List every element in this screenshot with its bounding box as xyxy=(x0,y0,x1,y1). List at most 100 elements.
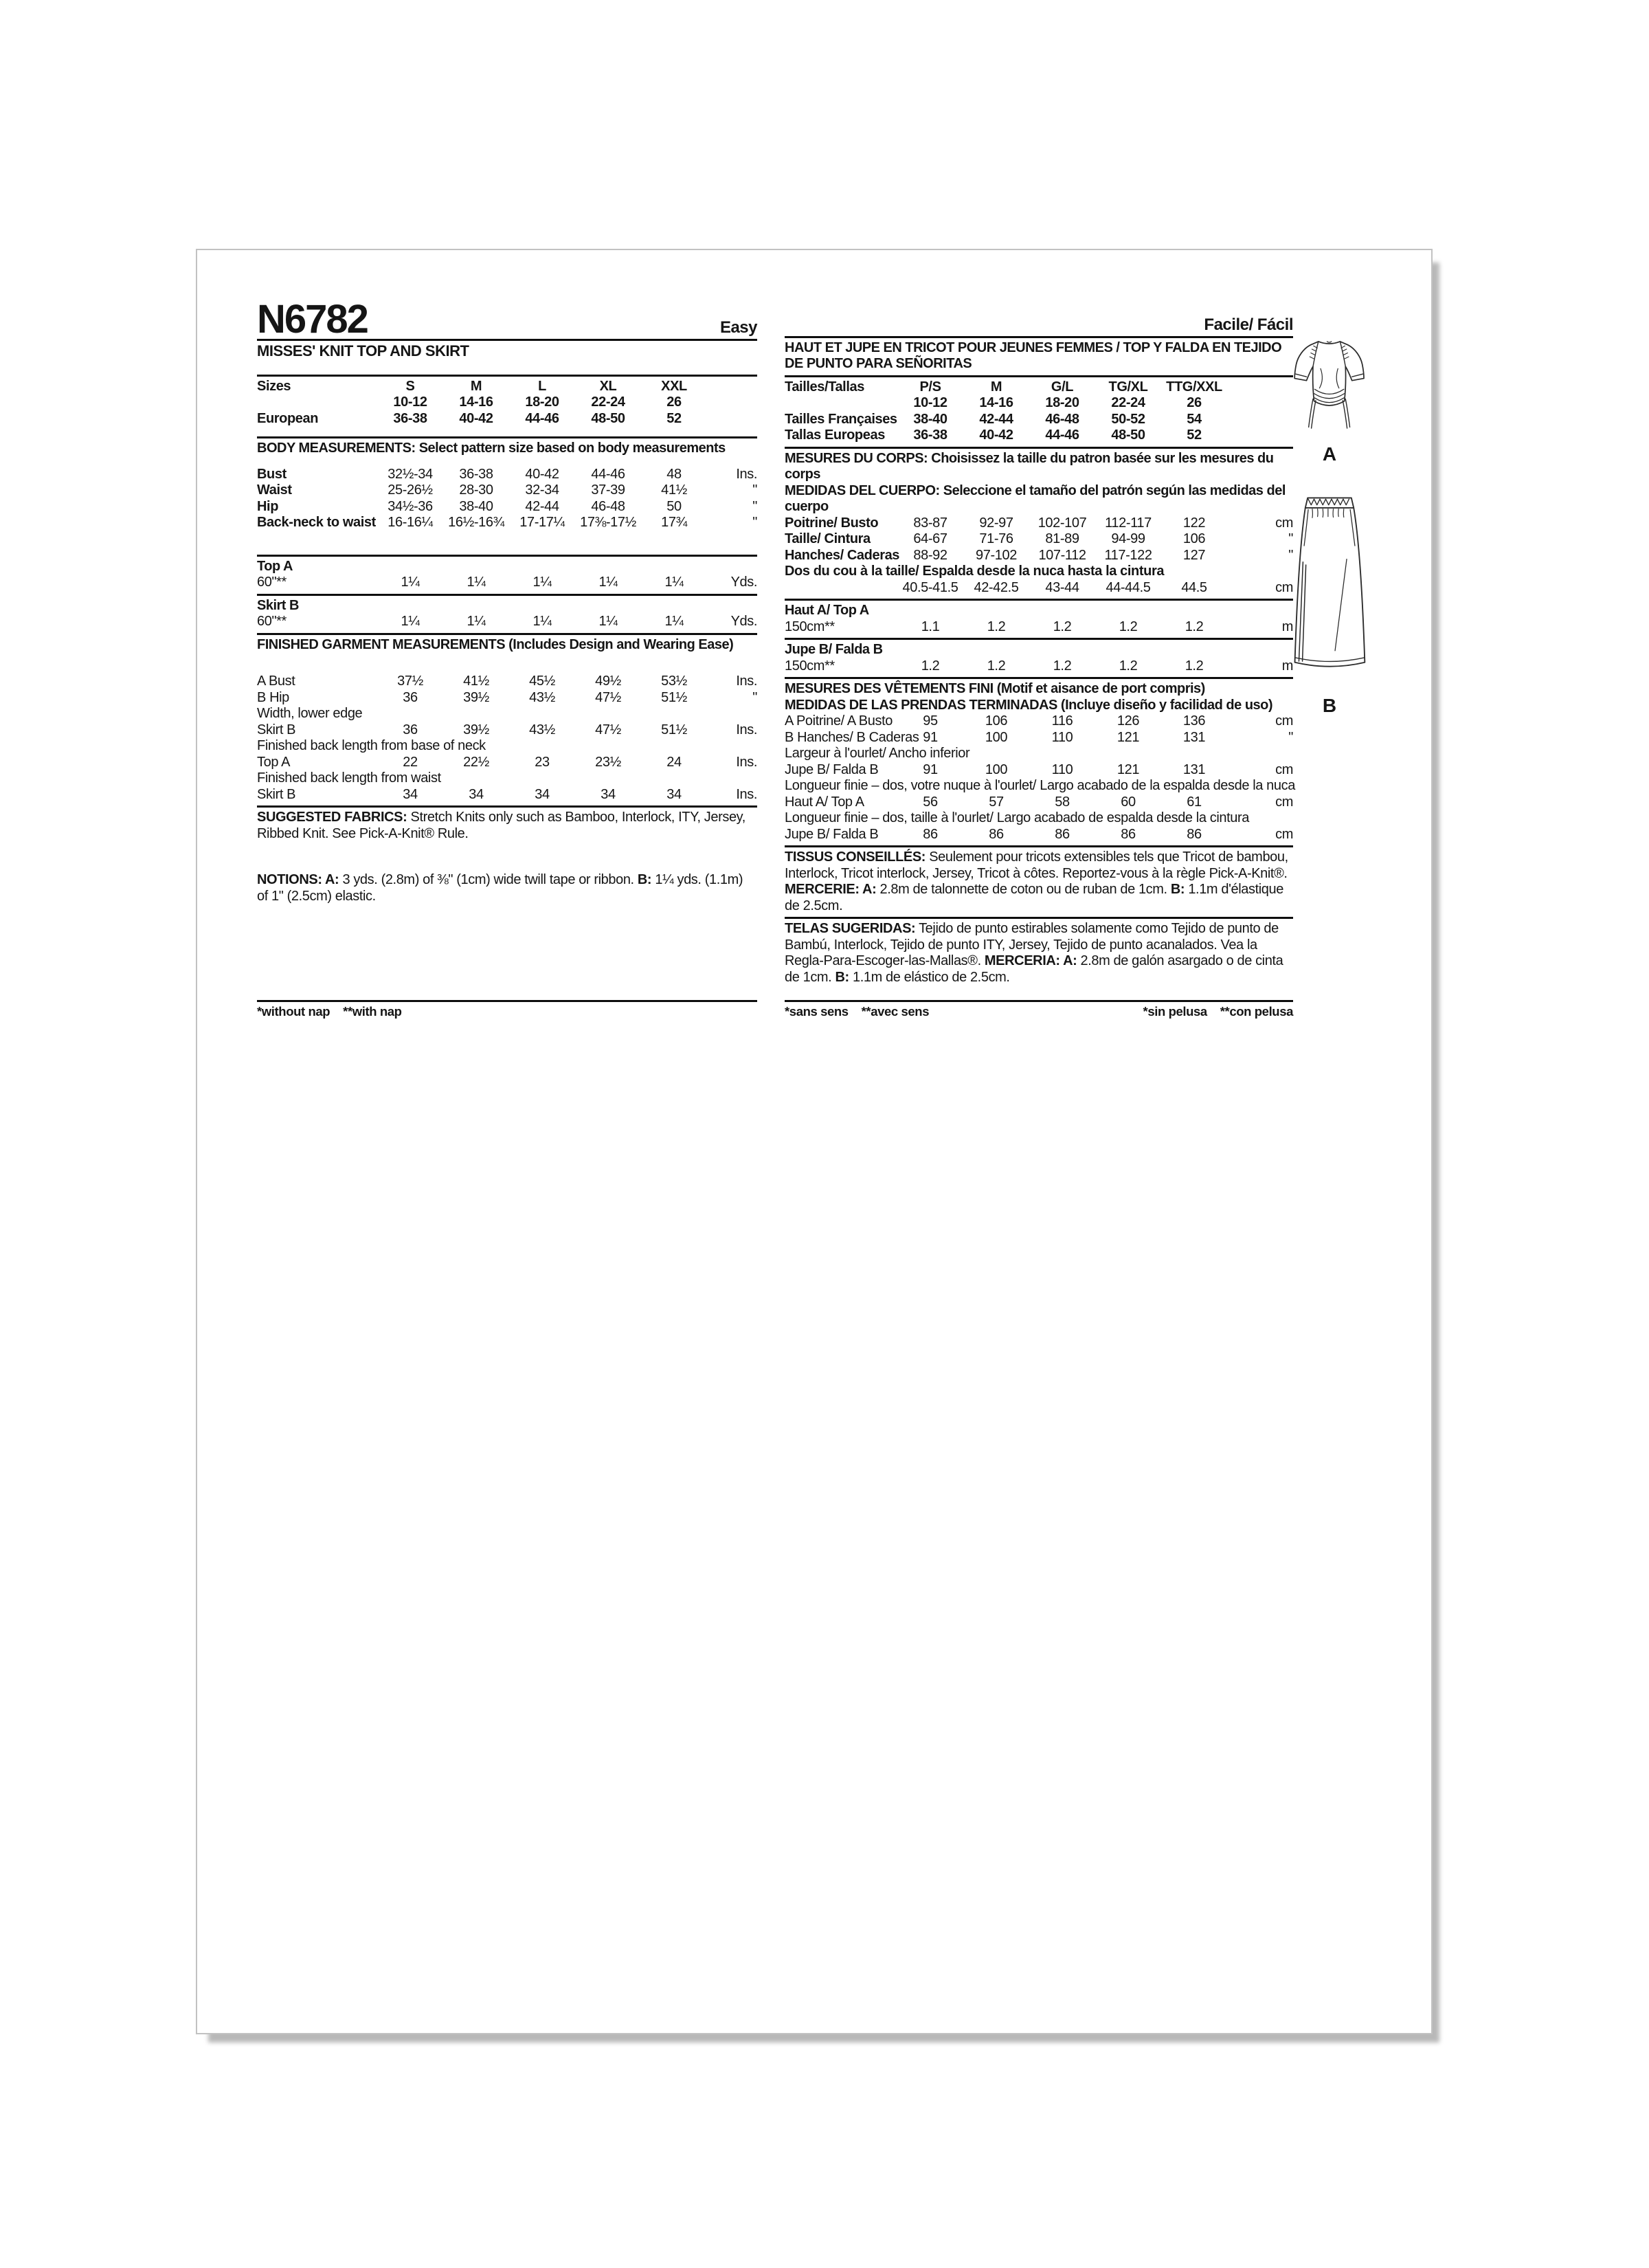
value-cell: 22½ xyxy=(463,754,489,770)
bold-run: NOTIONS: A: xyxy=(257,872,339,887)
value-cell: 46-48 xyxy=(591,498,625,514)
value-cell: 1¼ xyxy=(401,614,420,629)
divider xyxy=(257,554,757,557)
row-label: 150cm** xyxy=(785,619,835,634)
row-values: 1¼ 1¼ 1¼ 1¼ 1¼ xyxy=(377,575,707,591)
row-descriptor: Largeur à l'ourlet/ Ancho inferior xyxy=(785,746,970,761)
value-cell: 48 xyxy=(666,466,682,482)
value-cell: 86 xyxy=(1055,826,1070,842)
row-values: 10-12 14-16 18-20 22-24 26 xyxy=(897,395,1227,412)
mesures-corps-heading-fr: MESURES DU CORPS: Choisissez la taille d… xyxy=(785,450,1274,482)
value-cell: 86 xyxy=(989,826,1004,842)
value-cell: 1.2 xyxy=(987,619,1006,634)
divider xyxy=(785,335,1293,338)
unit-cell: cm xyxy=(1275,761,1293,777)
value-cell: 47½ xyxy=(595,689,621,705)
value-cell: 42-42.5 xyxy=(974,579,1019,595)
row-values: 36-38 40-42 44-46 48-50 52 xyxy=(377,411,707,427)
table-row: 150cm** 1.2 1.2 1.2 1.2 1.2 m xyxy=(785,658,1293,675)
unit-cell: Ins. xyxy=(736,722,757,737)
metrage-haut-a-heading: Haut A/ Top A xyxy=(785,603,869,618)
value-cell: 34 xyxy=(469,786,484,802)
title-bar: N6782 Easy xyxy=(257,300,758,340)
difficulty-label-en: Easy xyxy=(719,318,758,337)
value-cell: TTG/XXL xyxy=(1166,379,1222,394)
body-measurements-table-fr-es: Poitrine/ Busto 83-87 92-97 102-107 112-117 1… xyxy=(785,515,1293,597)
unit-cell: m xyxy=(1281,619,1294,634)
table-row: European 36-38 40-42 44-46 48-50 52 xyxy=(257,411,757,427)
value-cell: 107-112 xyxy=(1038,547,1086,563)
value-cell: 37½ xyxy=(397,674,423,689)
metrage-jupe-b-heading: Jupe B/ Falda B xyxy=(785,642,883,657)
pattern-title-en: MISSES' KNIT TOP AND SKIRT xyxy=(257,342,469,359)
value-cell: 37-39 xyxy=(591,482,625,498)
table-row: Longueur finie – dos, taille à l'ourlet/… xyxy=(785,810,1293,827)
value-cell: 1¼ xyxy=(598,575,618,590)
value-cell: 32-34 xyxy=(525,482,559,498)
row-label: Back-neck to waist xyxy=(257,515,376,530)
row-values: 56 57 58 60 61 xyxy=(897,794,1227,811)
value-cell: 106 xyxy=(985,713,1008,729)
value-cell: 49½ xyxy=(595,674,621,689)
value-cell: 1.2 xyxy=(1119,658,1138,674)
value-cell: 38-40 xyxy=(913,411,947,427)
row-values: 64-67 71-76 81-89 94-99 106 xyxy=(897,531,1227,548)
value-cell: 1.1 xyxy=(921,619,940,634)
yardage-top-a-table: 60"** 1¼ 1¼ 1¼ 1¼ 1¼ Yds. xyxy=(257,575,757,591)
value-cell: 106 xyxy=(1182,531,1206,546)
bold-run: SUGGESTED FABRICS: xyxy=(257,810,407,825)
table-row: B Hanches/ B Caderas 91 100 110 121 131 " xyxy=(785,730,1293,746)
unit-cell: cm xyxy=(1275,713,1293,729)
table-row: A Poitrine/ A Busto 95 106 116 126 136 cm xyxy=(785,713,1293,730)
value-cell: 51½ xyxy=(661,722,687,737)
divider xyxy=(257,805,757,808)
value-cell: 71-76 xyxy=(979,531,1013,546)
value-cell: M xyxy=(470,378,482,394)
row-label: B Hip xyxy=(257,689,289,705)
value-cell: 40-42 xyxy=(979,427,1013,443)
value-cell: 40-42 xyxy=(459,410,493,426)
row-label: Jupe B/ Falda B xyxy=(785,761,879,777)
value-cell: 17⅜-17½ xyxy=(580,515,636,530)
divider xyxy=(257,339,757,341)
row-values: 25-26½ 28-30 32-34 37-39 41½ xyxy=(377,482,707,499)
divider xyxy=(257,593,757,596)
table-row: A Bust 37½ 41½ 45½ 49½ 53½ Ins. xyxy=(257,674,757,690)
row-values: 36 39½ 43½ 47½ 51½ xyxy=(377,690,707,707)
value-cell: G/L xyxy=(1051,379,1074,394)
row-label: A Bust xyxy=(257,674,295,689)
value-cell: 60 xyxy=(1121,794,1136,810)
value-cell: 39½ xyxy=(463,689,489,705)
value-cell: 26 xyxy=(1187,395,1202,410)
table-row: B Hip 36 39½ 43½ 47½ 51½ " xyxy=(257,690,757,707)
divider xyxy=(785,375,1293,377)
unit-cell: " xyxy=(752,482,757,498)
value-cell: 1¼ xyxy=(664,575,684,590)
value-cell: 44-46 xyxy=(525,410,559,426)
value-cell: 121 xyxy=(1117,729,1140,745)
table-row: Dos du cou à la taille/ Espalda desde la… xyxy=(785,564,1293,580)
value-cell: 48-50 xyxy=(1111,427,1145,443)
row-values: 10-12 14-16 18-20 22-24 26 xyxy=(377,394,707,411)
bold-run: MERCERIA: A: xyxy=(984,953,1077,968)
table-row: Skirt B 36 39½ 43½ 47½ 51½ Ins. xyxy=(257,722,757,739)
telas-sugeridas-paragraph: TELAS SUGERIDAS: Tejido de punto estirab… xyxy=(785,921,1283,985)
row-label: 60"** xyxy=(257,614,287,629)
value-cell: 131 xyxy=(1182,729,1206,745)
table-row: Hip 34½-36 38-40 42-44 46-48 50 " xyxy=(257,499,757,515)
value-cell: L xyxy=(538,378,546,394)
divider xyxy=(785,677,1293,679)
footnote-block-en: *without nap **with nap xyxy=(257,997,757,1019)
table-row: Tailles/Tallas P/S M G/L TG/XL TTG/XXL xyxy=(785,379,1293,396)
value-cell: 102-107 xyxy=(1037,515,1087,531)
pattern-sheet-page: N6782 Easy MISSES' KNIT TOP AND SKIRT Si… xyxy=(196,249,1433,2034)
value-cell: 36-38 xyxy=(459,466,493,482)
value-cell: TG/XL xyxy=(1108,379,1148,394)
divider xyxy=(785,599,1293,601)
value-cell: 1¼ xyxy=(467,614,486,629)
value-cell: 117-122 xyxy=(1104,547,1152,563)
value-cell: 122 xyxy=(1182,515,1206,531)
value-cell: 81-89 xyxy=(1045,531,1079,546)
unit-cell: Yds. xyxy=(730,614,758,629)
yardage-skirt-b-heading: Skirt B xyxy=(257,597,299,613)
